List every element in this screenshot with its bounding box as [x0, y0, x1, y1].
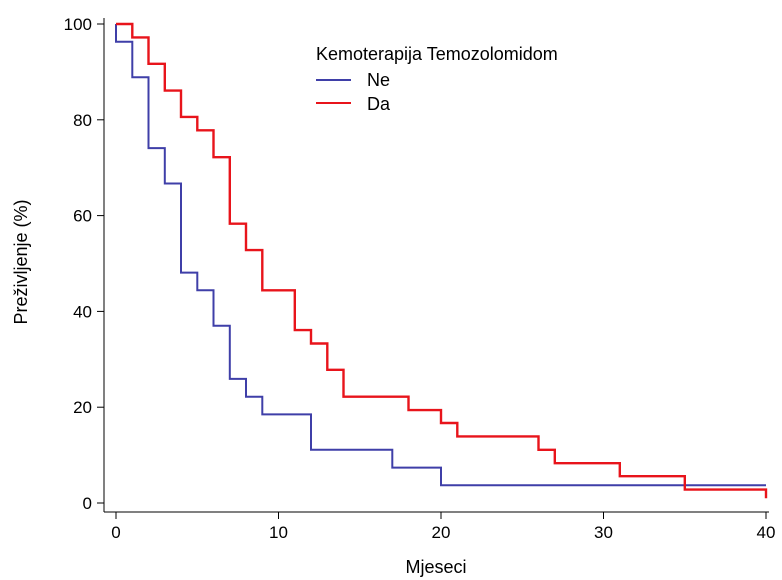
ticks: 0 20 40 60 80 100 0 10 20 30 40 [64, 15, 776, 542]
x-tick-label: 10 [269, 523, 288, 542]
legend-label-ne: Ne [367, 70, 390, 90]
x-axis-title: Mjeseci [405, 557, 466, 577]
series-line-ne [115, 24, 766, 487]
series-line-da [116, 22, 768, 499]
y-tick-label: 40 [73, 302, 92, 321]
axes [103, 18, 769, 513]
series-layer [115, 22, 768, 499]
y-tick-label: 60 [73, 207, 92, 226]
x-tick-label: 20 [432, 523, 451, 542]
x-tick-label: 30 [594, 523, 613, 542]
x-tick-label: 40 [757, 523, 776, 542]
y-tick-label: 20 [73, 398, 92, 417]
y-tick-label: 100 [64, 15, 92, 34]
legend-label-da: Da [367, 94, 391, 114]
x-tick-label: 0 [111, 523, 120, 542]
legend: Kemoterapija Temozolomidom Ne Da [316, 44, 558, 114]
legend-title: Kemoterapija Temozolomidom [316, 44, 558, 64]
y-tick-label: 0 [83, 494, 92, 513]
y-tick-label: 80 [73, 111, 92, 130]
y-axis-title: Preživljenje (%) [11, 199, 31, 324]
